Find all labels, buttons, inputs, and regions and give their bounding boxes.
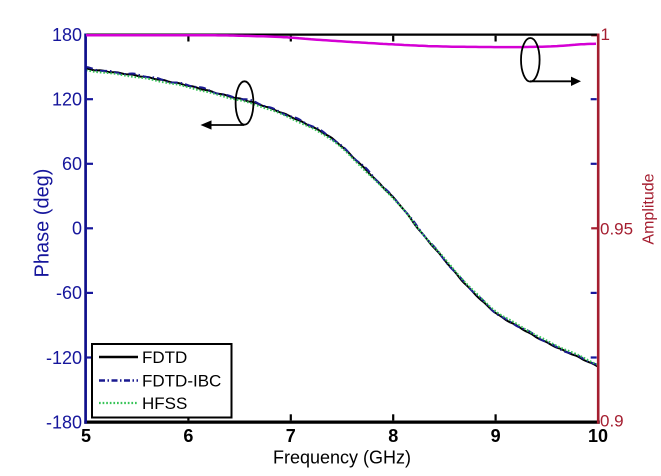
svg-text:180: 180 [52,25,82,45]
svg-text:60: 60 [62,154,82,174]
svg-text:1: 1 [601,25,610,44]
svg-text:-60: -60 [56,283,82,303]
svg-text:0.95: 0.95 [600,219,633,238]
svg-text:7: 7 [286,426,296,446]
svg-text:0.9: 0.9 [600,412,624,431]
svg-text:5: 5 [81,426,91,446]
svg-text:8: 8 [388,426,398,446]
svg-text:9: 9 [491,426,501,446]
svg-text:-120: -120 [46,348,82,368]
svg-text:0: 0 [72,219,82,239]
svg-text:HFSS: HFSS [142,394,187,413]
svg-text:6: 6 [183,426,193,446]
svg-text:Frequency (GHz): Frequency (GHz) [273,448,411,468]
svg-text:Phase (deg): Phase (deg) [32,169,54,278]
svg-text:FDTD-IBC: FDTD-IBC [142,372,221,391]
svg-text:-180: -180 [46,412,82,432]
svg-text:10: 10 [588,426,608,446]
svg-text:FDTD: FDTD [142,348,187,367]
svg-text:120: 120 [52,90,82,110]
svg-text:Amplitude: Amplitude [641,173,658,244]
